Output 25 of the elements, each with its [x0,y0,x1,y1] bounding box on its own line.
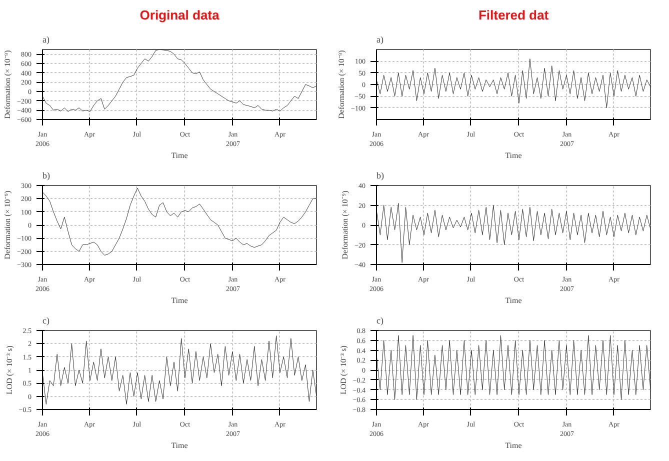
x-axis-title: Time [171,441,188,450]
text: c) [376,316,384,326]
text: a) [376,34,384,44]
x-axis-title: Time [505,151,522,160]
line-series [376,335,650,400]
x-axis-title: Time [505,296,522,306]
chart-title: Original data [140,8,220,22]
text: b) [376,170,384,180]
y-axis-title: Deformation (× 10⁻⁹) [3,50,12,119]
y-axis-title: LOD (× 10⁻³ s) [4,345,14,394]
y-axis-title: Deformation (× 10⁻⁹) [337,50,346,119]
y-axis-title: Deformation (× 10⁻⁹) [340,190,350,260]
x-axis-title: Time [171,296,188,306]
line-series [42,188,316,256]
line-series [376,58,650,108]
x-axis-title: Time [505,441,522,450]
text: a) [42,34,50,44]
text: b) [42,170,50,180]
text: c) [42,316,50,326]
x-axis-title: Time [171,151,188,160]
line-series [42,336,316,404]
line-series [42,50,316,112]
y-axis-title: LOD (× 10⁻³ s) [338,345,348,394]
chart-title: Filtered dat [478,8,550,22]
y-axis-title: Deformation (× 10⁻⁹) [3,190,12,260]
